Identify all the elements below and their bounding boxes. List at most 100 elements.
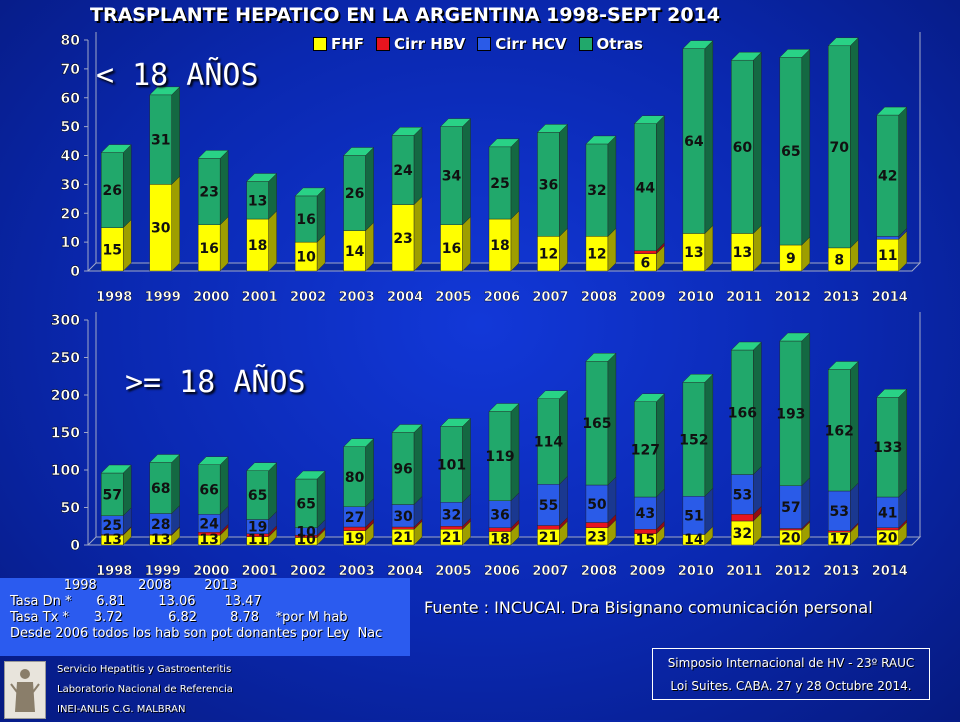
a18-bar-2013-fhf xyxy=(828,523,859,546)
a18-bar-top-1998 xyxy=(100,464,132,474)
u18-xtick-label-2006: 2006 xyxy=(484,290,520,305)
u18-bar-2010-fhf xyxy=(682,224,714,272)
a18-bar-top-2008 xyxy=(585,353,617,362)
u18-data-label-2010-fhf: 13 xyxy=(684,245,703,261)
rates-box: 1998 2008 2013 Tasa Dn * 6.81 13.06 13.4… xyxy=(0,578,410,656)
u18-bar-1999-otras-side xyxy=(171,86,180,185)
a18-bar-2003-otras xyxy=(343,438,374,508)
source-note: Fuente : INCUCAI. Dra Bisignano comunica… xyxy=(424,598,873,617)
legend-item-otras: Otras xyxy=(578,35,643,53)
a18-bar-2014-cirr-hcv xyxy=(876,488,907,529)
u18-bar-2007-otras-side xyxy=(559,123,568,237)
u18-ytick-label-6: 60 xyxy=(61,91,81,107)
u18-data-label-1998-otras: 26 xyxy=(102,183,121,199)
legend-swatch-cirr-hbv xyxy=(376,37,391,51)
a18-bar-2012-fhf xyxy=(779,521,811,546)
u18-bar-2006-fhf-side xyxy=(510,210,520,272)
u18-bar-2006-fhf xyxy=(488,210,520,272)
a18-xtick-label-2003: 2003 xyxy=(338,564,374,578)
a18-xtick-label-2007: 2007 xyxy=(532,564,568,578)
a18-data-label-2003-cirr-hcv: 27 xyxy=(345,510,364,526)
a18-data-label-2013-otras: 162 xyxy=(825,423,854,439)
a18-bar-2010-cirr-hcv xyxy=(682,487,714,535)
u18-bar-2010-otras-side xyxy=(704,40,714,234)
a18-bar-2011-cirr-hcv xyxy=(731,466,762,515)
a18-data-label-2009-fhf: 15 xyxy=(636,532,655,548)
a18-data-label-2002-cirr-hcv: 10 xyxy=(296,525,316,541)
a18-bar-2009-otras xyxy=(634,393,665,498)
u18-bar-top-2008 xyxy=(585,135,617,145)
a18-bar-top-2004 xyxy=(391,424,423,433)
a18-bar-top-2005 xyxy=(440,418,472,427)
a18-bar-2013-cirr-hcv xyxy=(828,482,859,532)
institution-footer: Servicio Hepatitis y Gastroenteritis Lab… xyxy=(0,656,330,720)
rates-note: Desde 2006 todos los hab son pot donante… xyxy=(10,626,383,641)
a18-ytick-label-2: 100 xyxy=(51,463,80,479)
u18-data-label-2013-otras: 70 xyxy=(830,140,850,156)
a18-bar-2008-cirr-hcv xyxy=(585,476,617,523)
a18-data-label-2009-cirr-hcv: 43 xyxy=(636,506,655,522)
u18-bar-2000-fhf-side xyxy=(219,216,229,272)
u18-bar-2014-fhf xyxy=(876,230,907,272)
u18-bar-top-2009 xyxy=(633,115,665,124)
u18-bar-2009-cirr-hbv-front xyxy=(634,250,657,254)
a18-data-label-2014-cirr-hcv: 41 xyxy=(878,505,897,521)
u18-ytick-label-8: 80 xyxy=(61,33,81,49)
institution-logo xyxy=(4,661,46,719)
a18-data-label-2014-otras: 133 xyxy=(873,440,902,456)
a18-bar-2008-fhf xyxy=(585,519,617,546)
footer-institute: INEI-ANLIS C.G. MALBRAN xyxy=(57,704,186,715)
u18-data-label-2010-otras: 64 xyxy=(684,134,704,150)
a18-bar-2002-otras xyxy=(294,470,326,529)
a18-bar-top-2006 xyxy=(488,403,520,412)
u18-xtick-label-1998: 1998 xyxy=(96,290,132,305)
a18-xtick-label-2004: 2004 xyxy=(387,564,423,578)
a18-ytick-label-0: 0 xyxy=(70,538,80,554)
u18-data-label-2000-fhf: 16 xyxy=(199,241,218,257)
a18-bar-2010-otras xyxy=(682,373,714,497)
a18-data-label-2004-fhf: 21 xyxy=(393,530,412,546)
a18-data-label-2011-fhf: 32 xyxy=(733,526,752,542)
u18-data-label-1999-otras: 31 xyxy=(151,133,170,149)
u18-bar-1998-otras xyxy=(101,144,132,229)
u18-xtick-label-2014: 2014 xyxy=(872,290,908,305)
u18-data-label-2007-fhf: 12 xyxy=(539,247,558,263)
u18-data-label-2005-otras: 34 xyxy=(442,169,462,185)
u18-data-label-2007-otras: 36 xyxy=(539,177,558,193)
a18-bar-2003-fhf xyxy=(343,522,374,546)
u18-bar-top-2003 xyxy=(343,147,375,156)
a18-bar-top-2003 xyxy=(343,438,375,447)
u18-ytick-label-5: 50 xyxy=(61,120,81,136)
a18-bar-2000-otras-side xyxy=(219,456,229,515)
u18-bar-top-1998 xyxy=(100,144,132,153)
u18-bar-2005-otras-side xyxy=(462,118,471,226)
symposium-title: Simposio Internacional de HV - 23º RAUC xyxy=(667,656,915,670)
a18-bar-2003-cirr-hcv xyxy=(343,498,374,528)
a18-bar-2003-otras-side xyxy=(365,438,374,508)
u18-bar-top-2005 xyxy=(440,118,472,127)
a18-bar-2004-cirr-hcv xyxy=(391,496,423,528)
a18-bar-2013-cirr-hbv xyxy=(828,522,859,533)
u18-bar-2012-otras xyxy=(779,48,811,246)
a18-data-label-2005-cirr-hcv: 32 xyxy=(442,507,461,523)
a18-data-label-2008-fhf: 23 xyxy=(587,529,606,545)
u18-bar-top-2002 xyxy=(294,187,326,197)
u18-bar-2014-cirr-hcv-front xyxy=(876,236,899,240)
u18-xtick-label-2007: 2007 xyxy=(532,290,568,305)
u18-xtick-label-2012: 2012 xyxy=(775,290,811,305)
a18-bar-top-2013 xyxy=(827,361,859,370)
a18-xtick-label-2014: 2014 xyxy=(872,564,908,578)
legend-label-cirr-hcv: Cirr HCV xyxy=(495,35,567,53)
rates-transplant-row: Tasa Tx * 3.72 6.82 8.78 *por M hab xyxy=(10,610,348,625)
a18-bar-top-2009 xyxy=(633,393,665,402)
a18-data-label-2007-otras: 114 xyxy=(534,435,563,451)
a18-bar-2004-otras-side xyxy=(413,424,423,505)
u18-bar-2003-otras-side xyxy=(365,147,374,232)
a18-bar-2011-fhf xyxy=(731,512,762,546)
footer-service: Servicio Hepatitis y Gastroenteritis xyxy=(57,664,232,675)
a18-bar-2009-cirr-hcv xyxy=(634,488,665,530)
a18-data-label-2007-fhf: 21 xyxy=(539,530,558,546)
a18-data-label-2013-cirr-hcv: 53 xyxy=(830,504,849,520)
u18-bar-1999-fhf xyxy=(149,175,180,272)
a18-bar-2011-otras xyxy=(731,341,762,475)
